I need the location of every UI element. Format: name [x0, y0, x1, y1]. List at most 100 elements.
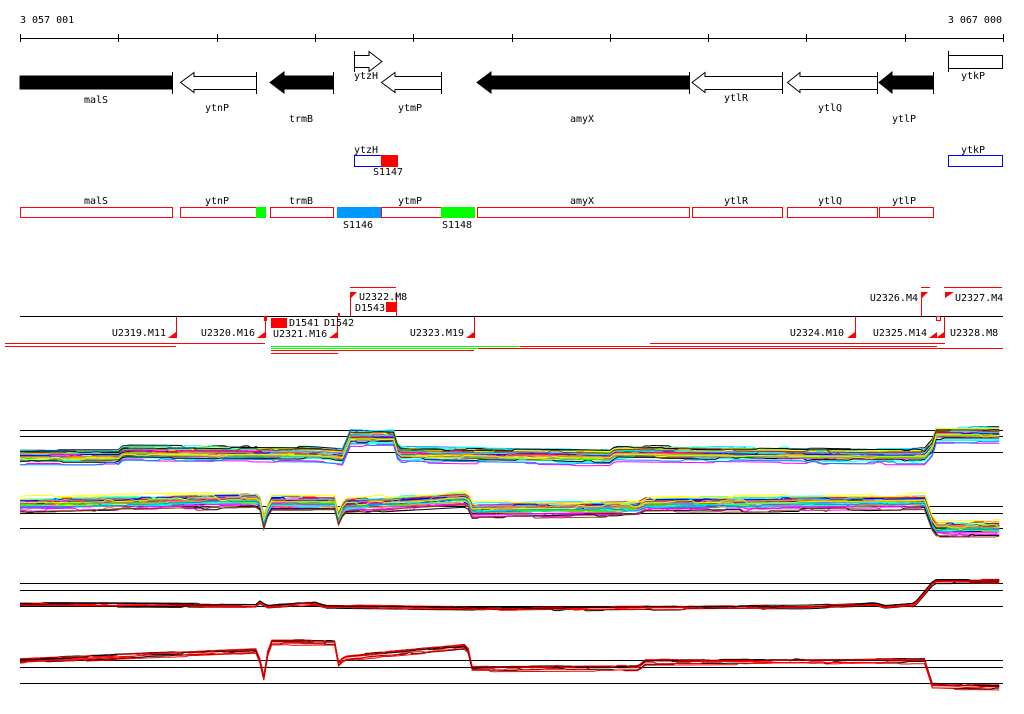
expression-series-line	[19, 504, 1000, 538]
cds-label-trmB: trmB	[289, 196, 313, 207]
cds-ytmP[interactable]	[381, 207, 442, 218]
transcript-label-U2323[interactable]: U2323.M19	[410, 328, 464, 339]
transcript-label-D1541[interactable]: D1541	[289, 318, 319, 329]
transcript-label-U2320[interactable]: U2320.M16	[201, 328, 255, 339]
expression-panel-1	[19, 425, 1003, 467]
expression-series-line	[19, 489, 1000, 524]
cds-label-amyX: amyX	[570, 196, 594, 207]
segment-S1148[interactable]	[441, 207, 475, 218]
cds-label-ytlQ: ytlQ	[818, 196, 842, 207]
orf-ytzH[interactable]	[354, 155, 382, 167]
cds-ytlQ[interactable]	[787, 207, 878, 218]
expression-series-line	[19, 496, 1000, 528]
cds-ytnP[interactable]	[180, 207, 257, 218]
segment-S1146[interactable]	[337, 207, 381, 218]
transcript-label-U2325[interactable]: U2325.M14	[873, 328, 927, 339]
transcript-start-U2326	[922, 292, 928, 298]
ruler-end-label: 3 067 000	[948, 15, 1002, 26]
expression-series-line	[19, 642, 1000, 690]
gene-malS[interactable]	[19, 72, 173, 94]
expression-panel-4	[19, 639, 1003, 691]
transcript-end-U2319	[168, 332, 176, 338]
cds-ytlP[interactable]	[879, 207, 934, 218]
gene-label-malS: malS	[84, 95, 108, 106]
expression-panel-3	[19, 578, 1003, 612]
segment-label-S1147: S1147	[373, 167, 403, 178]
D1543-marker[interactable]	[386, 302, 396, 312]
transcript-label-U2322[interactable]: U2322.M8	[359, 292, 407, 303]
expression-series-line	[20, 437, 1000, 463]
gene-amyX[interactable]	[476, 71, 690, 94]
segment-S1147[interactable]	[381, 155, 398, 167]
cds-amyX[interactable]	[477, 207, 690, 218]
gene-label-ytzH: ytzH	[354, 71, 378, 82]
gene-ytlP[interactable]	[878, 70, 934, 95]
expression-series-line	[19, 580, 1000, 611]
segment-label-S1146: S1146	[343, 220, 373, 231]
cds-label-ytlR: ytlR	[724, 196, 749, 207]
transcript-label-U2328[interactable]: U2328.M8	[950, 328, 998, 339]
transcript-end-U2323	[466, 332, 474, 338]
expression-series-line	[19, 644, 1000, 691]
transcript-end-U2321	[329, 332, 337, 338]
gene-label-trmB: trmB	[289, 114, 313, 125]
transcript-start-U2327	[945, 292, 954, 298]
orf-label-ytkP: ytkP	[961, 145, 985, 156]
expression-series-line	[19, 641, 1000, 688]
expression-series-line	[20, 429, 1000, 454]
expression-series-line	[20, 496, 1000, 529]
transcript-label-U2321[interactable]: U2321.M16	[273, 329, 327, 340]
gene-ytlQ[interactable]	[786, 71, 878, 94]
transcript-track: U2319.M11 U2320.M16 U2321.M16 D1541 D154…	[5, 287, 1003, 354]
orf-label-ytzH: ytzH	[354, 145, 378, 156]
cds-label-malS: malS	[84, 196, 108, 207]
cds-trmB[interactable]	[270, 207, 334, 218]
gene-trmB[interactable]	[269, 71, 334, 94]
transcript-end-U2325	[936, 332, 944, 338]
expression-series-line	[19, 434, 1000, 461]
small-orf-track: ytzH S1147 ytkP	[354, 145, 1003, 178]
gene-label-ytlR: ytlR	[724, 93, 749, 104]
transcript-label-U2324[interactable]: U2324.M10	[790, 328, 844, 339]
gene-label-ytlQ: ytlQ	[818, 103, 842, 114]
gene-ytlR[interactable]	[691, 71, 783, 94]
orf-ytkP[interactable]	[948, 155, 1003, 167]
transcript-label-U2326[interactable]: U2326.M4	[870, 293, 918, 304]
gene-ytnP[interactable]	[179, 71, 257, 94]
transcript-start-U2322	[351, 292, 357, 298]
cds-label-ytlP: ytlP	[892, 196, 916, 207]
expression-series-line	[20, 431, 1000, 456]
expression-series-line	[20, 440, 1000, 466]
coordinate-ruler: 3 057 001 3 067 000	[20, 15, 1004, 42]
transcript-end-U2328	[929, 332, 937, 338]
expression-series-line	[19, 641, 1000, 689]
transcript-end-U2324	[847, 332, 855, 338]
gene-label-ytnP: ytnP	[205, 103, 229, 114]
transcript-label-U2319[interactable]: U2319.M11	[112, 328, 166, 339]
expression-series-line	[19, 494, 1000, 528]
expression-series-line	[20, 435, 1000, 462]
cds-label-ytmP: ytmP	[398, 196, 422, 207]
expression-series-line	[20, 498, 1000, 532]
gene-label-ytmP: ytmP	[398, 103, 422, 114]
transcript-end-U2320	[257, 332, 265, 338]
gene-ytzH[interactable]	[354, 50, 383, 73]
gene-ytmP[interactable]	[380, 71, 442, 94]
cds-malS[interactable]	[20, 207, 173, 218]
cds-label-ytnP: ytnP	[205, 196, 229, 207]
segment-label-S1148: S1148	[442, 220, 472, 231]
U2321-end-marker	[338, 313, 340, 317]
expression-series-line	[19, 639, 1000, 686]
gene-track	[19, 50, 1003, 95]
gene-ytkP[interactable]	[948, 51, 1003, 72]
transcript-label-D1542[interactable]: D1542	[324, 318, 354, 329]
cds-ytlR[interactable]	[692, 207, 783, 218]
transcript-label-D1543[interactable]: D1543	[355, 303, 385, 314]
gene-label-ytlP: ytlP	[892, 114, 916, 125]
transcript-label-U2327[interactable]: U2327.M4	[955, 293, 1003, 304]
gene-label-ytkP: ytkP	[961, 71, 985, 82]
D1541-marker[interactable]	[271, 318, 287, 328]
segment-green-ytnP[interactable]	[256, 207, 266, 218]
expression-panel-2	[19, 489, 1003, 538]
ruler-start-label: 3 057 001	[20, 15, 74, 26]
